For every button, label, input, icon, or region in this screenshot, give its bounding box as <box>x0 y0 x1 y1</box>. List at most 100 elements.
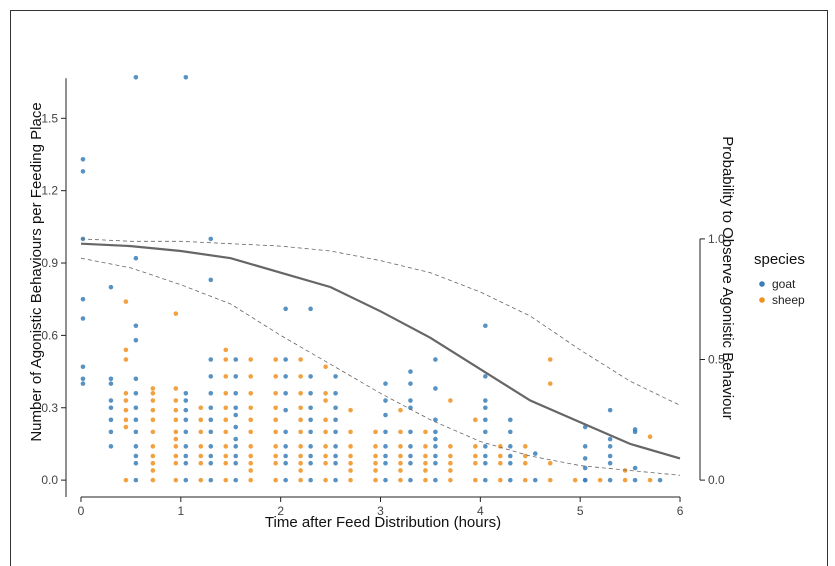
sheep-point <box>248 357 254 362</box>
sheep-point <box>150 477 156 483</box>
goat-point <box>108 405 114 411</box>
sheep-point <box>298 390 303 396</box>
sheep-point <box>448 468 453 473</box>
goat-point <box>283 429 288 435</box>
goat-point <box>333 417 338 423</box>
goat-point <box>433 444 438 449</box>
x-axis-label: Time after Feed Distribution (hours) <box>265 514 501 531</box>
goat-point <box>433 429 438 435</box>
goat-point <box>383 381 388 386</box>
x-tick-label: 0 <box>78 504 85 518</box>
sheep-point <box>547 381 553 386</box>
goat-point <box>80 296 86 302</box>
goat-point <box>133 390 139 396</box>
goat-point <box>607 407 613 413</box>
sheep-point <box>173 460 179 466</box>
sheep-point <box>273 390 278 396</box>
y-tick-label: 1.5 <box>41 111 58 125</box>
goat-point <box>308 453 313 459</box>
sheep-point <box>348 468 353 473</box>
sheep-point <box>323 444 328 449</box>
sheep-point <box>273 374 278 379</box>
sheep-point <box>248 374 254 379</box>
goat-point <box>582 465 588 471</box>
goat-point <box>183 390 189 396</box>
goat-point <box>233 444 239 449</box>
goat-point <box>433 436 438 442</box>
sheep-point <box>323 364 328 370</box>
goat-point <box>632 429 638 435</box>
goat-point <box>433 453 438 459</box>
goat-point <box>233 424 239 430</box>
goat-point <box>183 444 189 449</box>
goat-point <box>283 407 288 413</box>
goat-point <box>408 453 413 459</box>
sheep-point <box>223 357 229 362</box>
sheep-point <box>150 386 156 391</box>
sheep-point <box>298 429 303 435</box>
sheep-point <box>323 460 328 466</box>
sheep-point <box>298 405 303 411</box>
goat-point <box>183 417 189 423</box>
y-tick-label: 1.2 <box>41 184 58 198</box>
goat-point <box>283 390 288 396</box>
goat-point <box>133 453 139 459</box>
goat-point <box>80 376 86 382</box>
sheep-point <box>150 444 156 449</box>
legend-label-goat: goat <box>772 277 796 291</box>
goat-point <box>283 357 288 362</box>
goat-point <box>483 429 488 435</box>
goat-point <box>308 460 313 466</box>
sheep-point <box>173 386 179 391</box>
sheep-point <box>123 407 129 413</box>
sheep-point <box>223 417 229 423</box>
sheep-point <box>522 444 528 449</box>
sheep-point <box>123 347 129 353</box>
goat-point <box>308 405 313 411</box>
goat-point <box>507 460 513 466</box>
goat-point <box>80 364 86 370</box>
sheep-point <box>473 477 478 483</box>
axes: 0 1 2 3 4 5 6 0.0 0.3 0.6 0.9 1.2 1.5 0.0 0.5 1.0 <box>41 78 725 518</box>
sheep-point <box>223 429 229 435</box>
sheep-point <box>398 453 403 459</box>
sheep-point <box>298 477 303 483</box>
sheep-point <box>498 453 503 459</box>
sheep-point <box>248 429 254 435</box>
legend-marker-sheep <box>759 297 765 303</box>
goat-point <box>133 477 139 483</box>
sheep-point <box>248 390 254 396</box>
sheep-point <box>273 453 278 459</box>
goat-point <box>632 465 638 471</box>
goat-point <box>80 169 86 174</box>
goat-point <box>333 374 338 379</box>
goat-point <box>433 386 438 391</box>
goat-point <box>607 436 613 442</box>
x-tick-label: 4 <box>477 504 484 518</box>
goat-point <box>133 460 139 466</box>
goat-point <box>507 477 513 483</box>
goat-point <box>483 323 488 329</box>
legend: species goat sheep <box>754 251 805 307</box>
sheep-point <box>298 444 303 449</box>
confidence-band-curve <box>80 257 681 476</box>
goat-point <box>483 405 488 411</box>
sheep-point <box>547 477 553 483</box>
goat-point <box>133 444 139 449</box>
sheep-point <box>448 460 453 466</box>
sheep-point <box>123 390 129 396</box>
sheep-point <box>150 468 156 473</box>
sheep-point <box>273 444 278 449</box>
goat-point <box>483 374 488 379</box>
legend-title: species <box>754 251 805 268</box>
goat-point <box>383 398 388 403</box>
sheep-point <box>273 460 278 466</box>
goat-point <box>408 444 413 449</box>
goat-point <box>283 460 288 466</box>
sheep-point <box>448 398 453 403</box>
goat-point <box>308 374 313 379</box>
goat-point <box>483 460 488 466</box>
goat-point <box>233 477 239 483</box>
sheep-point <box>198 405 204 411</box>
goat-point <box>208 429 214 435</box>
